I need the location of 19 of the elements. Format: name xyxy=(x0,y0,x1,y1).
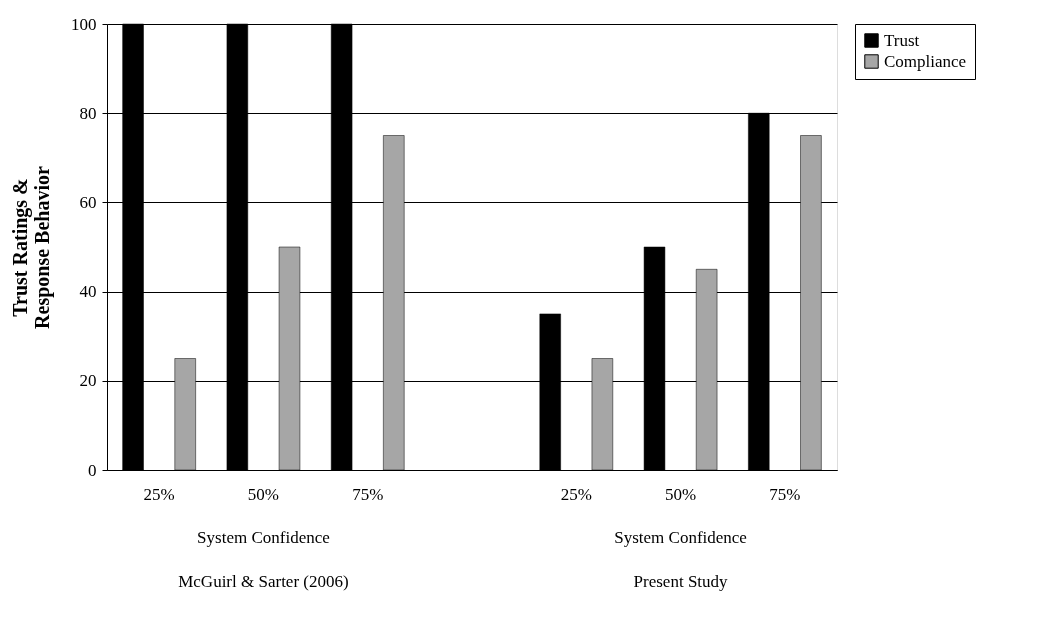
y-tick-label: 60 xyxy=(79,192,97,212)
x-tick-label: 25% xyxy=(560,484,592,504)
text: McGuirl & Sarter (2006) xyxy=(178,572,349,591)
text: System Confidence xyxy=(614,528,747,547)
y-tick-label: 20 xyxy=(79,371,97,391)
y-tick-label: 100 xyxy=(71,14,97,34)
x-tick-label: 25% xyxy=(143,484,175,504)
legend-label: Trust xyxy=(884,30,920,50)
x-tick-label: 75% xyxy=(769,484,801,504)
y-tick-label: 0 xyxy=(88,460,97,480)
y-axis-title: Trust Ratings & Response Behavior xyxy=(9,165,54,329)
legend-label: Compliance xyxy=(884,51,967,71)
text: System Confidence xyxy=(197,528,330,547)
y-tick-label: 40 xyxy=(79,282,97,302)
x-tick-label: 50% xyxy=(247,484,280,504)
y-tick-label: 80 xyxy=(79,103,97,123)
x-tick-label: 50% xyxy=(664,484,697,504)
x-tick-label: 75% xyxy=(352,484,384,504)
text: Present Study xyxy=(633,572,729,591)
